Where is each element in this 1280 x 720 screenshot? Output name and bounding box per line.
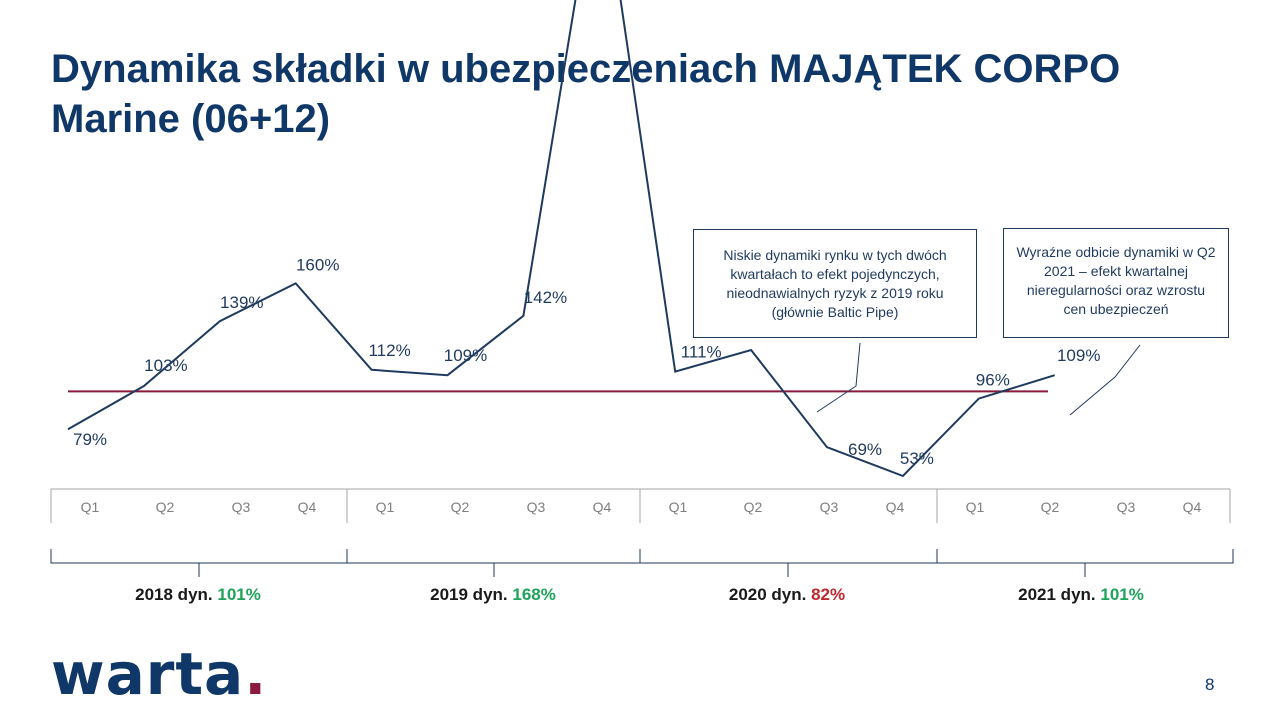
year-label: 2020 dyn. — [728, 585, 807, 604]
year-value: 82% — [811, 585, 846, 604]
quarter-tick-label: Q2 — [744, 499, 763, 515]
quarter-tick-label: Q3 — [1117, 499, 1136, 515]
data-label: 69% — [848, 440, 882, 459]
data-label: 160% — [296, 255, 339, 274]
year-value: 101% — [1100, 585, 1144, 604]
page-number: 8 — [1205, 675, 1215, 694]
quarter-tick-label: Q2 — [156, 499, 175, 515]
line-chart: Q1 Q2 Q3 Q4 Q1 Q2 Q3 Q4 Q1 Q2 Q3 Q4 Q1 Q2 Q3 Q4 79% 103%… — [50, 0, 1234, 577]
axis-layer: Q1 Q2 Q3 Q4 Q1 Q2 Q3 Q4 Q1 Q2 Q3 Q4 Q1 Q2 Q3 Q4 — [50, 488, 1234, 577]
annotation-leader-1 — [816, 342, 861, 413]
year-label: 2018 dyn. — [135, 585, 213, 604]
quarter-tick-label: Q4 — [298, 499, 317, 515]
quarter-tick-label: Q3 — [820, 499, 839, 515]
data-label: 111% — [681, 343, 722, 362]
quarter-tick-label: Q3 — [232, 499, 251, 515]
annotation-box-1: Niskie dynamiki rynku w tych dwóch kwart… — [693, 229, 977, 338]
data-label: 109% — [444, 346, 487, 365]
data-label: 79% — [73, 430, 107, 449]
year-summary-2021: 2021 dyn. 101% — [936, 585, 1226, 605]
year-bracket — [936, 549, 1234, 564]
year-summary-2018: 2018 dyn. 101% — [53, 585, 343, 605]
data-label: 103% — [144, 356, 187, 375]
series-line — [67, 0, 1055, 478]
year-value: 101% — [217, 585, 261, 604]
year-label: 2021 dyn. — [1018, 585, 1096, 604]
quarter-tick-label: Q2 — [451, 499, 470, 515]
year-bracket — [50, 549, 348, 564]
data-label: 112% — [368, 341, 410, 360]
year-label: 2019 dyn. — [430, 585, 508, 604]
quarter-tick-label: Q4 — [886, 499, 905, 515]
data-label: 109% — [1057, 346, 1100, 365]
quarter-tick-label: Q2 — [1041, 499, 1060, 515]
quarter-tick-label: Q1 — [669, 499, 688, 515]
year-summary-2020: 2020 dyn. 82% — [642, 585, 932, 605]
quarter-tick-label: Q4 — [1183, 499, 1202, 515]
year-value: 168% — [512, 585, 556, 604]
data-label: 96% — [976, 371, 1010, 390]
annotation-leaders — [816, 342, 1141, 416]
warta-logo: warta. — [51, 640, 268, 708]
data-label: 139% — [220, 293, 263, 312]
annotation-box-2: Wyraźne odbicie dynamiki w Q2 2021 – efe… — [1003, 228, 1229, 338]
data-label: 53% — [900, 449, 934, 468]
year-summary-2019: 2019 dyn. 168% — [348, 585, 638, 605]
quarter-tick-label: Q4 — [593, 499, 612, 515]
year-bracket — [346, 549, 641, 564]
quarter-tick-label: Q1 — [81, 499, 100, 515]
annotation-leader-2 — [1069, 344, 1141, 416]
page-title: Dynamika składki w ubezpieczeniach MAJĄT… — [51, 47, 1121, 141]
quarter-tick-label: Q1 — [376, 499, 395, 515]
data-label: 142% — [524, 288, 567, 307]
marks-layer: 79%103%139%160%112%109%142%398%111%123%6… — [73, 255, 1100, 468]
quarter-tick-label: Q3 — [527, 499, 546, 515]
year-bracket — [639, 549, 938, 564]
quarter-tick-label: Q1 — [966, 499, 985, 515]
